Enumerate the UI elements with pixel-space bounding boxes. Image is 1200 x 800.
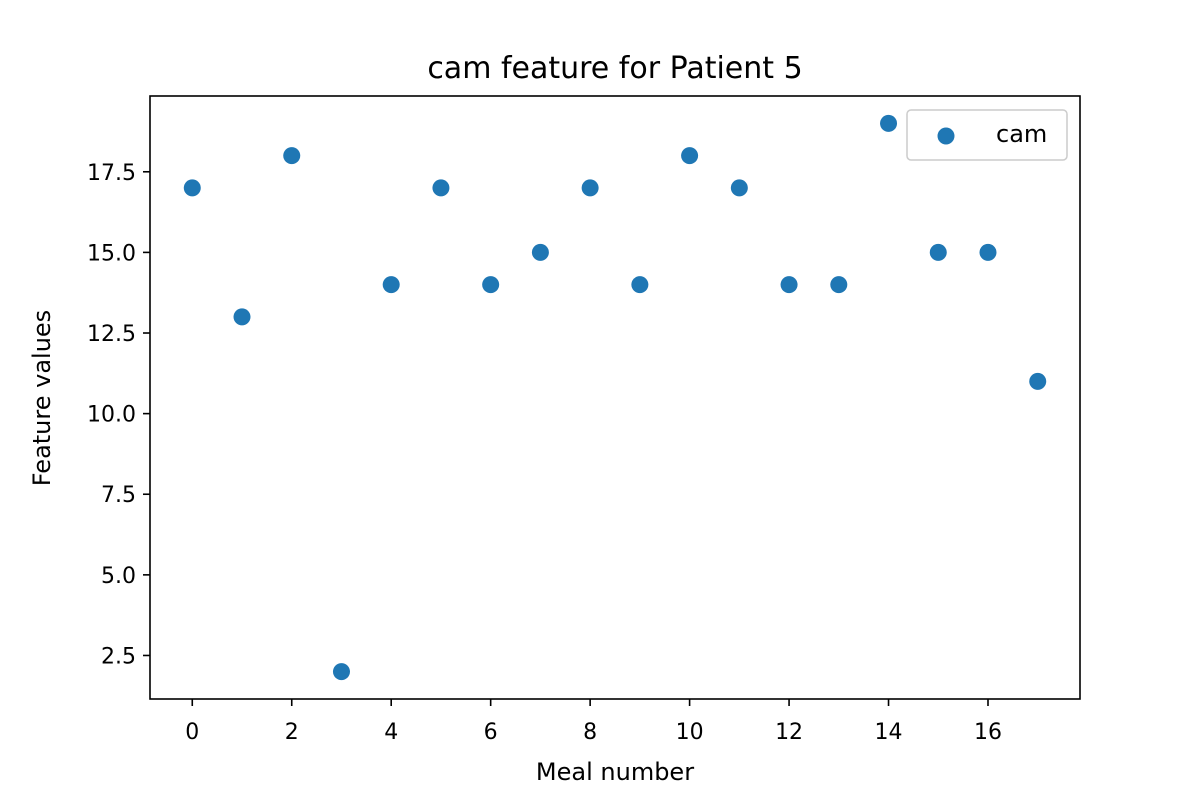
data-point (581, 179, 599, 197)
data-point (681, 147, 699, 165)
chart-title: cam feature for Patient 5 (427, 51, 802, 86)
legend-marker (937, 127, 955, 145)
data-point (482, 276, 500, 294)
data-point (432, 179, 450, 197)
x-tick-label: 2 (285, 720, 299, 745)
data-point (283, 147, 301, 165)
plot-area-frame (149, 95, 1081, 700)
data-point (531, 243, 549, 261)
y-tick-label: 17.5 (87, 161, 136, 186)
x-tick-label: 4 (384, 720, 398, 745)
x-tick-label: 12 (775, 720, 803, 745)
legend-label: cam (996, 120, 1047, 148)
legend: cam (906, 109, 1068, 161)
scatter-points (183, 114, 1047, 681)
data-point (183, 179, 201, 197)
data-point (780, 276, 798, 294)
data-point (631, 276, 649, 294)
y-axis-label: Feature values (28, 310, 56, 486)
x-tick-label: 14 (875, 720, 903, 745)
data-point (233, 308, 251, 326)
y-axis-ticks: 2.5 5.0 7.5 10.0 12.5 15.0 17.5 (87, 161, 150, 669)
y-tick-label: 12.5 (87, 322, 136, 347)
data-point (1029, 372, 1047, 390)
x-tick-label: 0 (185, 720, 199, 745)
data-point (730, 179, 748, 197)
y-tick-label: 2.5 (101, 644, 136, 669)
y-tick-label: 5.0 (101, 564, 136, 589)
data-point (929, 243, 947, 261)
data-point (382, 276, 400, 294)
data-point (332, 663, 350, 681)
x-axis-ticks: 0 2 4 6 8 10 12 14 16 (185, 699, 1002, 745)
legend-box (906, 109, 1068, 161)
x-axis-label: Meal number (536, 758, 694, 786)
x-tick-label: 8 (583, 720, 597, 745)
y-tick-label: 15.0 (87, 241, 136, 266)
data-point (880, 114, 898, 132)
x-tick-label: 16 (974, 720, 1002, 745)
y-tick-label: 7.5 (101, 483, 136, 508)
data-point (830, 276, 848, 294)
x-tick-label: 10 (676, 720, 704, 745)
y-tick-label: 10.0 (87, 403, 136, 428)
x-tick-label: 6 (484, 720, 498, 745)
data-point (979, 243, 997, 261)
